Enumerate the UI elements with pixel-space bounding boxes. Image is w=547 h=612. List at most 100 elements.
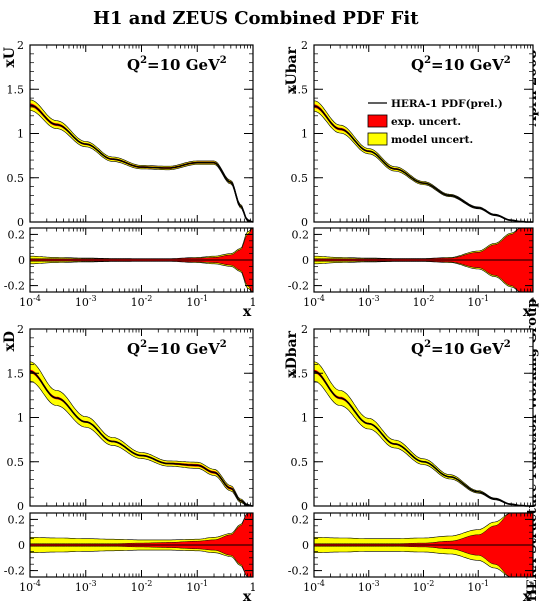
- panel-xu-y-tick-label: 1.5: [7, 83, 25, 96]
- legend-model-swatch: [367, 132, 388, 146]
- panel-xdbar-central-line: [313, 370, 533, 507]
- panel-xdbar-y-tick-label: 0.5: [291, 456, 309, 469]
- legend-exp-label: exp. uncert.: [391, 116, 461, 128]
- panel-xubar-x-tick-label: 10-1: [467, 294, 489, 309]
- panel-xdbar-y-tick-label: 0: [301, 500, 308, 513]
- panel-xubar-ratio-y-tick-label: 0.2: [292, 228, 310, 241]
- x-tick-exponent: -3: [89, 579, 97, 588]
- q2-sup: 2: [424, 339, 431, 350]
- panel-xubar-y-tick-label: 0.5: [291, 172, 309, 185]
- panel-xu-y-tick-label: 0: [17, 216, 24, 229]
- panel-xd-y-tick-label: 2: [17, 323, 24, 336]
- panel-xdbar-ratio-x-ticks: [313, 513, 534, 577]
- panel-xd-x-tick-label: 10-1: [186, 579, 208, 594]
- x-tick-exponent: -2: [145, 579, 153, 588]
- panel-xdbar-x-tick-label: 1: [530, 581, 537, 594]
- x-tick-exponent: -1: [481, 294, 489, 303]
- x-tick-exponent: -4: [317, 579, 325, 588]
- panel-xd-x-tick-label: 1: [250, 581, 257, 594]
- panel-xubar-y-tick-label: 1: [301, 128, 308, 141]
- gev-sup: 2: [504, 339, 511, 350]
- panel-xubar-q2-annotation: Q2=10 GeV2: [411, 55, 511, 74]
- x-tick-exponent: -1: [481, 579, 489, 588]
- q2-tail: =10 GeV: [147, 340, 220, 358]
- panel-xdbar-ratio-y-tick-label: 0.2: [292, 513, 310, 526]
- q2-sup: 2: [140, 339, 147, 350]
- panel-xd-y-tick-label: 1: [17, 412, 24, 425]
- q2-tail: =10 GeV: [147, 56, 220, 74]
- x-tick-exponent: -3: [89, 294, 97, 303]
- panel-xubar-y-tick-label: 1.5: [291, 83, 309, 96]
- x-tick-exponent: -3: [372, 579, 380, 588]
- panel-xd-y-label: xD: [2, 331, 18, 352]
- panel-xubar-ratio-y-tick-label: -0.2: [288, 280, 309, 293]
- panel-xu-y-label: xU: [2, 47, 18, 68]
- panel-xu-x-label: x: [243, 304, 252, 320]
- panel-xdbar-x-label: x: [523, 589, 532, 605]
- panel-xdbar-x-ticks: [313, 329, 534, 506]
- legend-model-label: model uncert.: [391, 134, 473, 146]
- legend-central-label: HERA-1 PDF(prel.): [391, 98, 503, 110]
- panel-xdbar-q2-annotation: Q2=10 GeV2: [411, 339, 511, 358]
- panel-xd-y-tick-label: 1.5: [7, 367, 25, 380]
- panel-xu-x-tick-label: 10-1: [186, 294, 208, 309]
- panel-xu-x-ticks: [29, 45, 254, 222]
- q2-sup: 2: [424, 55, 431, 66]
- panel-xu-ratio-y-tick-label: -0.2: [4, 280, 25, 293]
- x-tick-exponent: -4: [33, 579, 41, 588]
- x-tick-exponent: -2: [145, 294, 153, 303]
- panel-xd-q2-annotation: Q2=10 GeV2: [127, 339, 227, 358]
- panel-xubar-y-label: xUbar: [284, 46, 300, 93]
- x-tick-exponent: -2: [427, 294, 435, 303]
- q2-tail: =10 GeV: [431, 56, 504, 74]
- panel-xd-ratio-y-tick-label: 0: [18, 539, 25, 552]
- panel-xdbar-y-tick-label: 1.5: [291, 367, 309, 380]
- panel-xubar-x-tick-label: 10-4: [303, 294, 325, 309]
- panel-xdbar-y-tick-label: 1: [301, 412, 308, 425]
- panel-xd-ratio-y-tick-label: 0.2: [8, 513, 26, 526]
- gev-sup: 2: [504, 55, 511, 66]
- x-tick-exponent: -2: [427, 579, 435, 588]
- panel-xubar-y-tick-label: 0: [301, 216, 308, 229]
- x-tick-exponent: -4: [317, 294, 325, 303]
- panel-xd-y-tick-label: 0: [17, 500, 24, 513]
- panel-xubar-ratio-y-tick-label: 0: [302, 254, 309, 267]
- panel-xu-y-tick-label: 0.5: [7, 172, 25, 185]
- panel-xdbar-ratio-y-tick-label: -0.2: [288, 565, 309, 578]
- panel-xd-x-tick-label: 10-3: [75, 579, 97, 594]
- panel-xu-ratio-y-tick-label: 0: [18, 254, 25, 267]
- panel-xdbar-y-tick-label: 2: [301, 323, 308, 336]
- panel-xubar-x-ticks: [313, 45, 534, 222]
- panel-xdbar-x-tick-label: 10-4: [303, 579, 325, 594]
- legend: HERA-1 PDF(prel.) exp. uncert. model unc…: [367, 98, 503, 146]
- panel-xdbar-x-tick-label: 10-3: [358, 579, 380, 594]
- panel-xd-ratio-x-ticks: [29, 513, 254, 577]
- panel-xubar-x-tick-label: 10-3: [358, 294, 380, 309]
- panel-xu-x-tick-label: 10-4: [19, 294, 41, 309]
- x-tick-exponent: -4: [33, 294, 41, 303]
- panel-xdbar-x-tick-label: 10-1: [467, 579, 489, 594]
- panel-xd-x-tick-label: 10-2: [131, 579, 153, 594]
- legend-exp-swatch: [367, 114, 388, 128]
- panel-xdbar-bg: [314, 329, 533, 506]
- panel-xubar-central-line: [313, 105, 533, 223]
- gev-sup: 2: [220, 339, 227, 350]
- panel-xd-x-label: x: [243, 589, 252, 605]
- x-tick-exponent: -3: [372, 294, 380, 303]
- panel-xu-central-line: [29, 104, 254, 223]
- q2-sup: 2: [140, 55, 147, 66]
- panel-xu-x-tick-label: 10-2: [131, 294, 153, 309]
- panel-xd-ratio-y-tick-label: -0.2: [4, 565, 25, 578]
- panel-xdbar-ratio-y-tick-label: 0: [302, 539, 309, 552]
- panel-xu-x-tick-label: 1: [250, 296, 257, 309]
- x-tick-exponent: -1: [200, 294, 208, 303]
- panel-xu-x-tick-label: 10-3: [75, 294, 97, 309]
- panel-xubar-ratio-x-ticks: [313, 228, 534, 292]
- panel-xubar-x-tick-label: 10-2: [413, 294, 435, 309]
- panel-xd-central-line: [29, 370, 254, 507]
- figure-title: H1 and ZEUS Combined PDF Fit: [93, 8, 419, 29]
- panel-xd-x-tick-label: 10-4: [19, 579, 41, 594]
- panel-xu-q2-annotation: Q2=10 GeV2: [127, 55, 227, 74]
- panel-xd-x-ticks: [29, 329, 254, 506]
